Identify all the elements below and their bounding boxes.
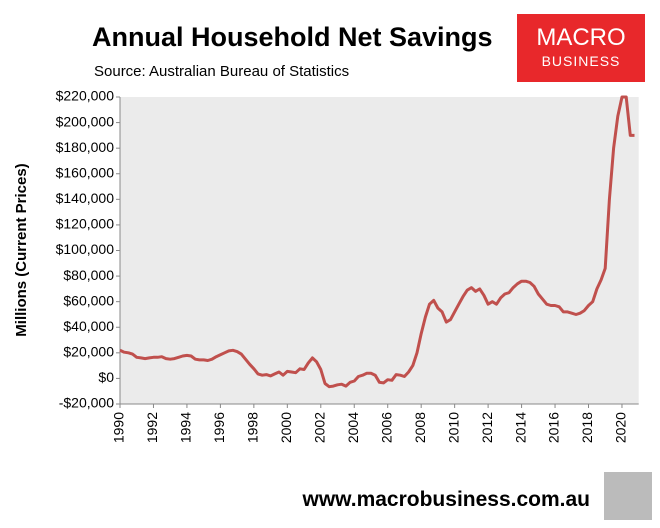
y-tick-label: $40,000 [63, 318, 114, 334]
x-tick-label: 1994 [178, 412, 194, 443]
x-tick-label: 2010 [445, 412, 461, 443]
x-tick-label: 2002 [311, 412, 327, 443]
x-tick-label: 2008 [412, 412, 428, 443]
y-tick-label: $80,000 [63, 267, 114, 283]
y-tick-label: $140,000 [56, 190, 115, 206]
y-axis-label: Millions (Current Prices) [13, 163, 30, 336]
y-tick-label: $100,000 [56, 241, 115, 257]
logo [517, 14, 645, 82]
x-tick-label: 1996 [211, 412, 227, 443]
x-tick-label: 2016 [546, 412, 562, 443]
x-tick-label: 1990 [111, 412, 127, 443]
y-tick-label: $20,000 [63, 344, 114, 360]
x-tick-label: 2012 [479, 412, 495, 443]
y-tick-label: -$20,000 [59, 395, 114, 411]
logo-top: MACRO [536, 24, 625, 51]
plot-area [120, 97, 639, 404]
data-line [119, 95, 635, 389]
x-tick-label: 2004 [345, 412, 361, 443]
x-tick-label: 2000 [278, 412, 294, 443]
footer: www.macrobusiness.com.au [302, 488, 590, 511]
y-tick-label: $220,000 [56, 88, 115, 104]
chart-subtitle: Source: Australian Bureau of Statistics [94, 63, 349, 80]
x-tick-label: 1992 [144, 412, 160, 443]
y-tick-label: $0 [98, 369, 114, 385]
chart-title: Annual Household Net Savings [92, 22, 493, 52]
y-tick-label: $60,000 [63, 292, 114, 308]
wolf-icon [604, 472, 652, 520]
y-tick-label: $120,000 [56, 216, 115, 232]
x-tick-label: 2020 [613, 412, 629, 443]
x-tick-label: 2006 [378, 412, 394, 443]
x-tick-label: 2014 [512, 412, 528, 443]
y-tick-label: $200,000 [56, 113, 115, 129]
y-tick-label: $160,000 [56, 164, 115, 180]
x-tick-label: 2018 [579, 412, 595, 443]
logo-bottom: BUSINESS [542, 53, 621, 69]
x-tick-label: 1998 [245, 412, 261, 443]
y-tick-label: $180,000 [56, 139, 115, 155]
